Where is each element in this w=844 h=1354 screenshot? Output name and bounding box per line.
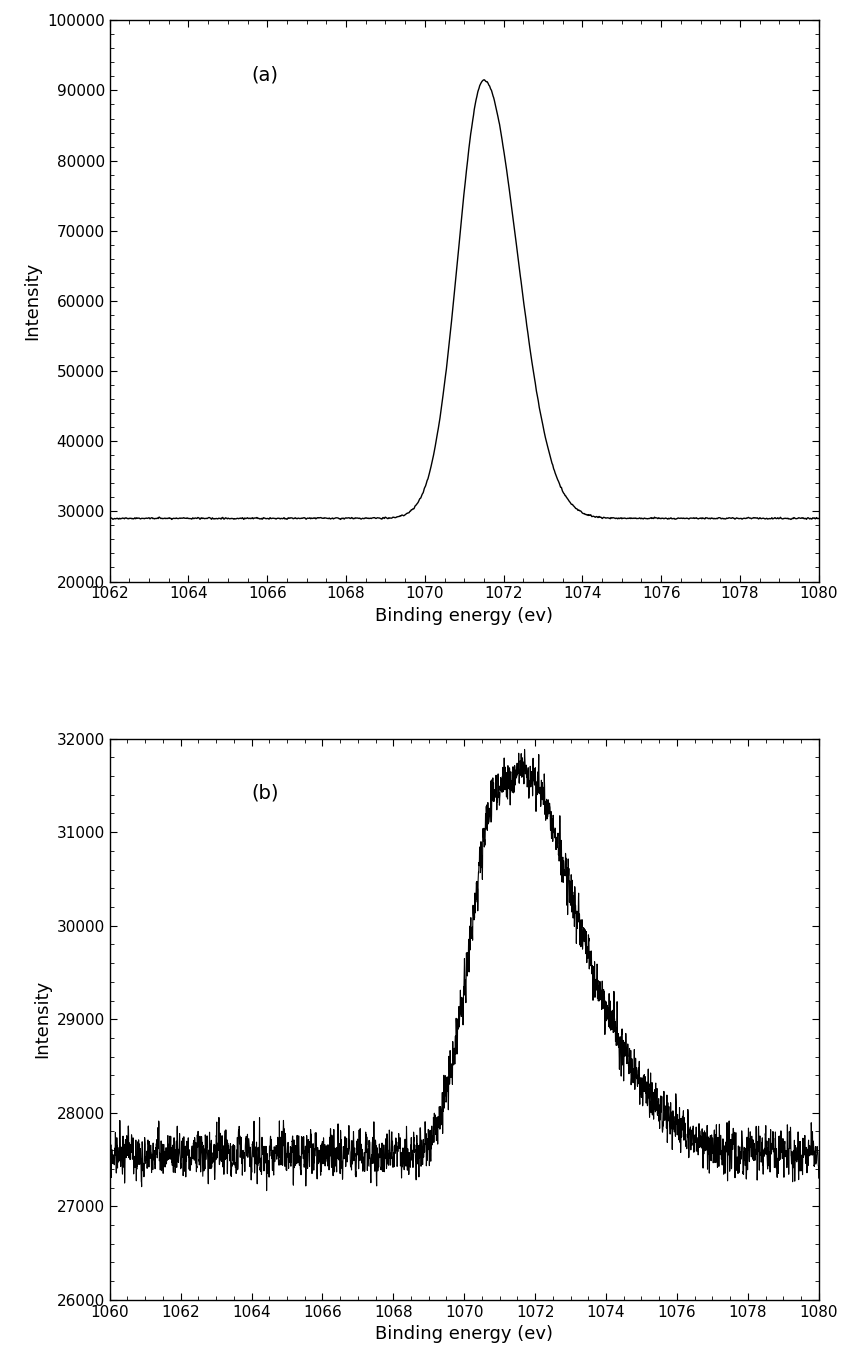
X-axis label: Binding energy (ev): Binding energy (ev) xyxy=(376,1326,553,1343)
Text: (a): (a) xyxy=(252,65,279,84)
X-axis label: Binding energy (ev): Binding energy (ev) xyxy=(376,607,553,626)
Y-axis label: Intensity: Intensity xyxy=(33,980,51,1059)
Text: (b): (b) xyxy=(252,784,279,803)
Y-axis label: Intensity: Intensity xyxy=(24,261,41,340)
